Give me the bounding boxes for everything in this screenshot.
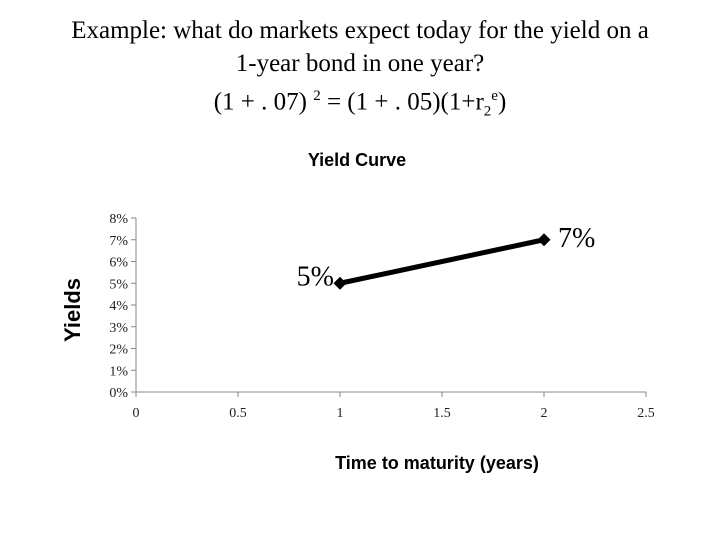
equation-close: )	[497, 88, 507, 116]
equation-superscript: e	[491, 88, 498, 104]
data-label: 5%	[297, 261, 334, 292]
x-axis-label: Time to maturity (years)	[335, 453, 539, 473]
y-tick-label: 4%	[109, 299, 128, 314]
data-point-marker	[537, 233, 551, 247]
y-tick-label: 1%	[109, 364, 128, 379]
data-label: 7%	[558, 223, 595, 254]
y-axis-label: Yields	[60, 278, 85, 342]
y-tick-label: 6%	[109, 256, 128, 271]
y-tick-label: 5%	[109, 277, 128, 292]
chart-ticks: 0% 1% 2% 3% 4% 5% 6% 7% 8% 0 0.5 1 1.5 2 2.5	[109, 212, 654, 421]
heading-line-2: 1-year bond in one year?	[235, 50, 485, 77]
equation-exponent: 2	[313, 88, 321, 104]
chart-marks: 5% 7%	[297, 223, 596, 293]
x-tick-label: 0.5	[229, 406, 247, 421]
x-tick-label: 2	[541, 406, 548, 421]
y-tick-label: 3%	[109, 321, 128, 336]
y-tick-label: 2%	[109, 343, 128, 358]
y-tick-label: 0%	[109, 386, 128, 401]
x-tick-label: 2.5	[637, 406, 655, 421]
x-tick-label: 1.5	[433, 406, 451, 421]
heading-line-1: Example: what do markets expect today fo…	[71, 17, 649, 44]
chart-title: Yield Curve	[308, 150, 406, 170]
data-point-marker	[333, 276, 347, 290]
series-line	[339, 237, 545, 286]
y-tick-label: 8%	[109, 212, 128, 227]
equation-left: (1 + . 07)	[213, 88, 307, 116]
equation-right: = (1 + . 05)(1+r	[326, 88, 484, 116]
x-tick-label: 1	[337, 406, 344, 421]
equation-subscript: 2	[483, 103, 492, 120]
y-tick-label: 7%	[109, 234, 128, 249]
slide-heading: Example: what do markets expect today fo…	[0, 14, 720, 128]
heading-equation: (1 + . 07) 2 = (1 + . 05)(1+r2e)	[0, 80, 720, 128]
x-tick-label: 0	[133, 406, 140, 421]
